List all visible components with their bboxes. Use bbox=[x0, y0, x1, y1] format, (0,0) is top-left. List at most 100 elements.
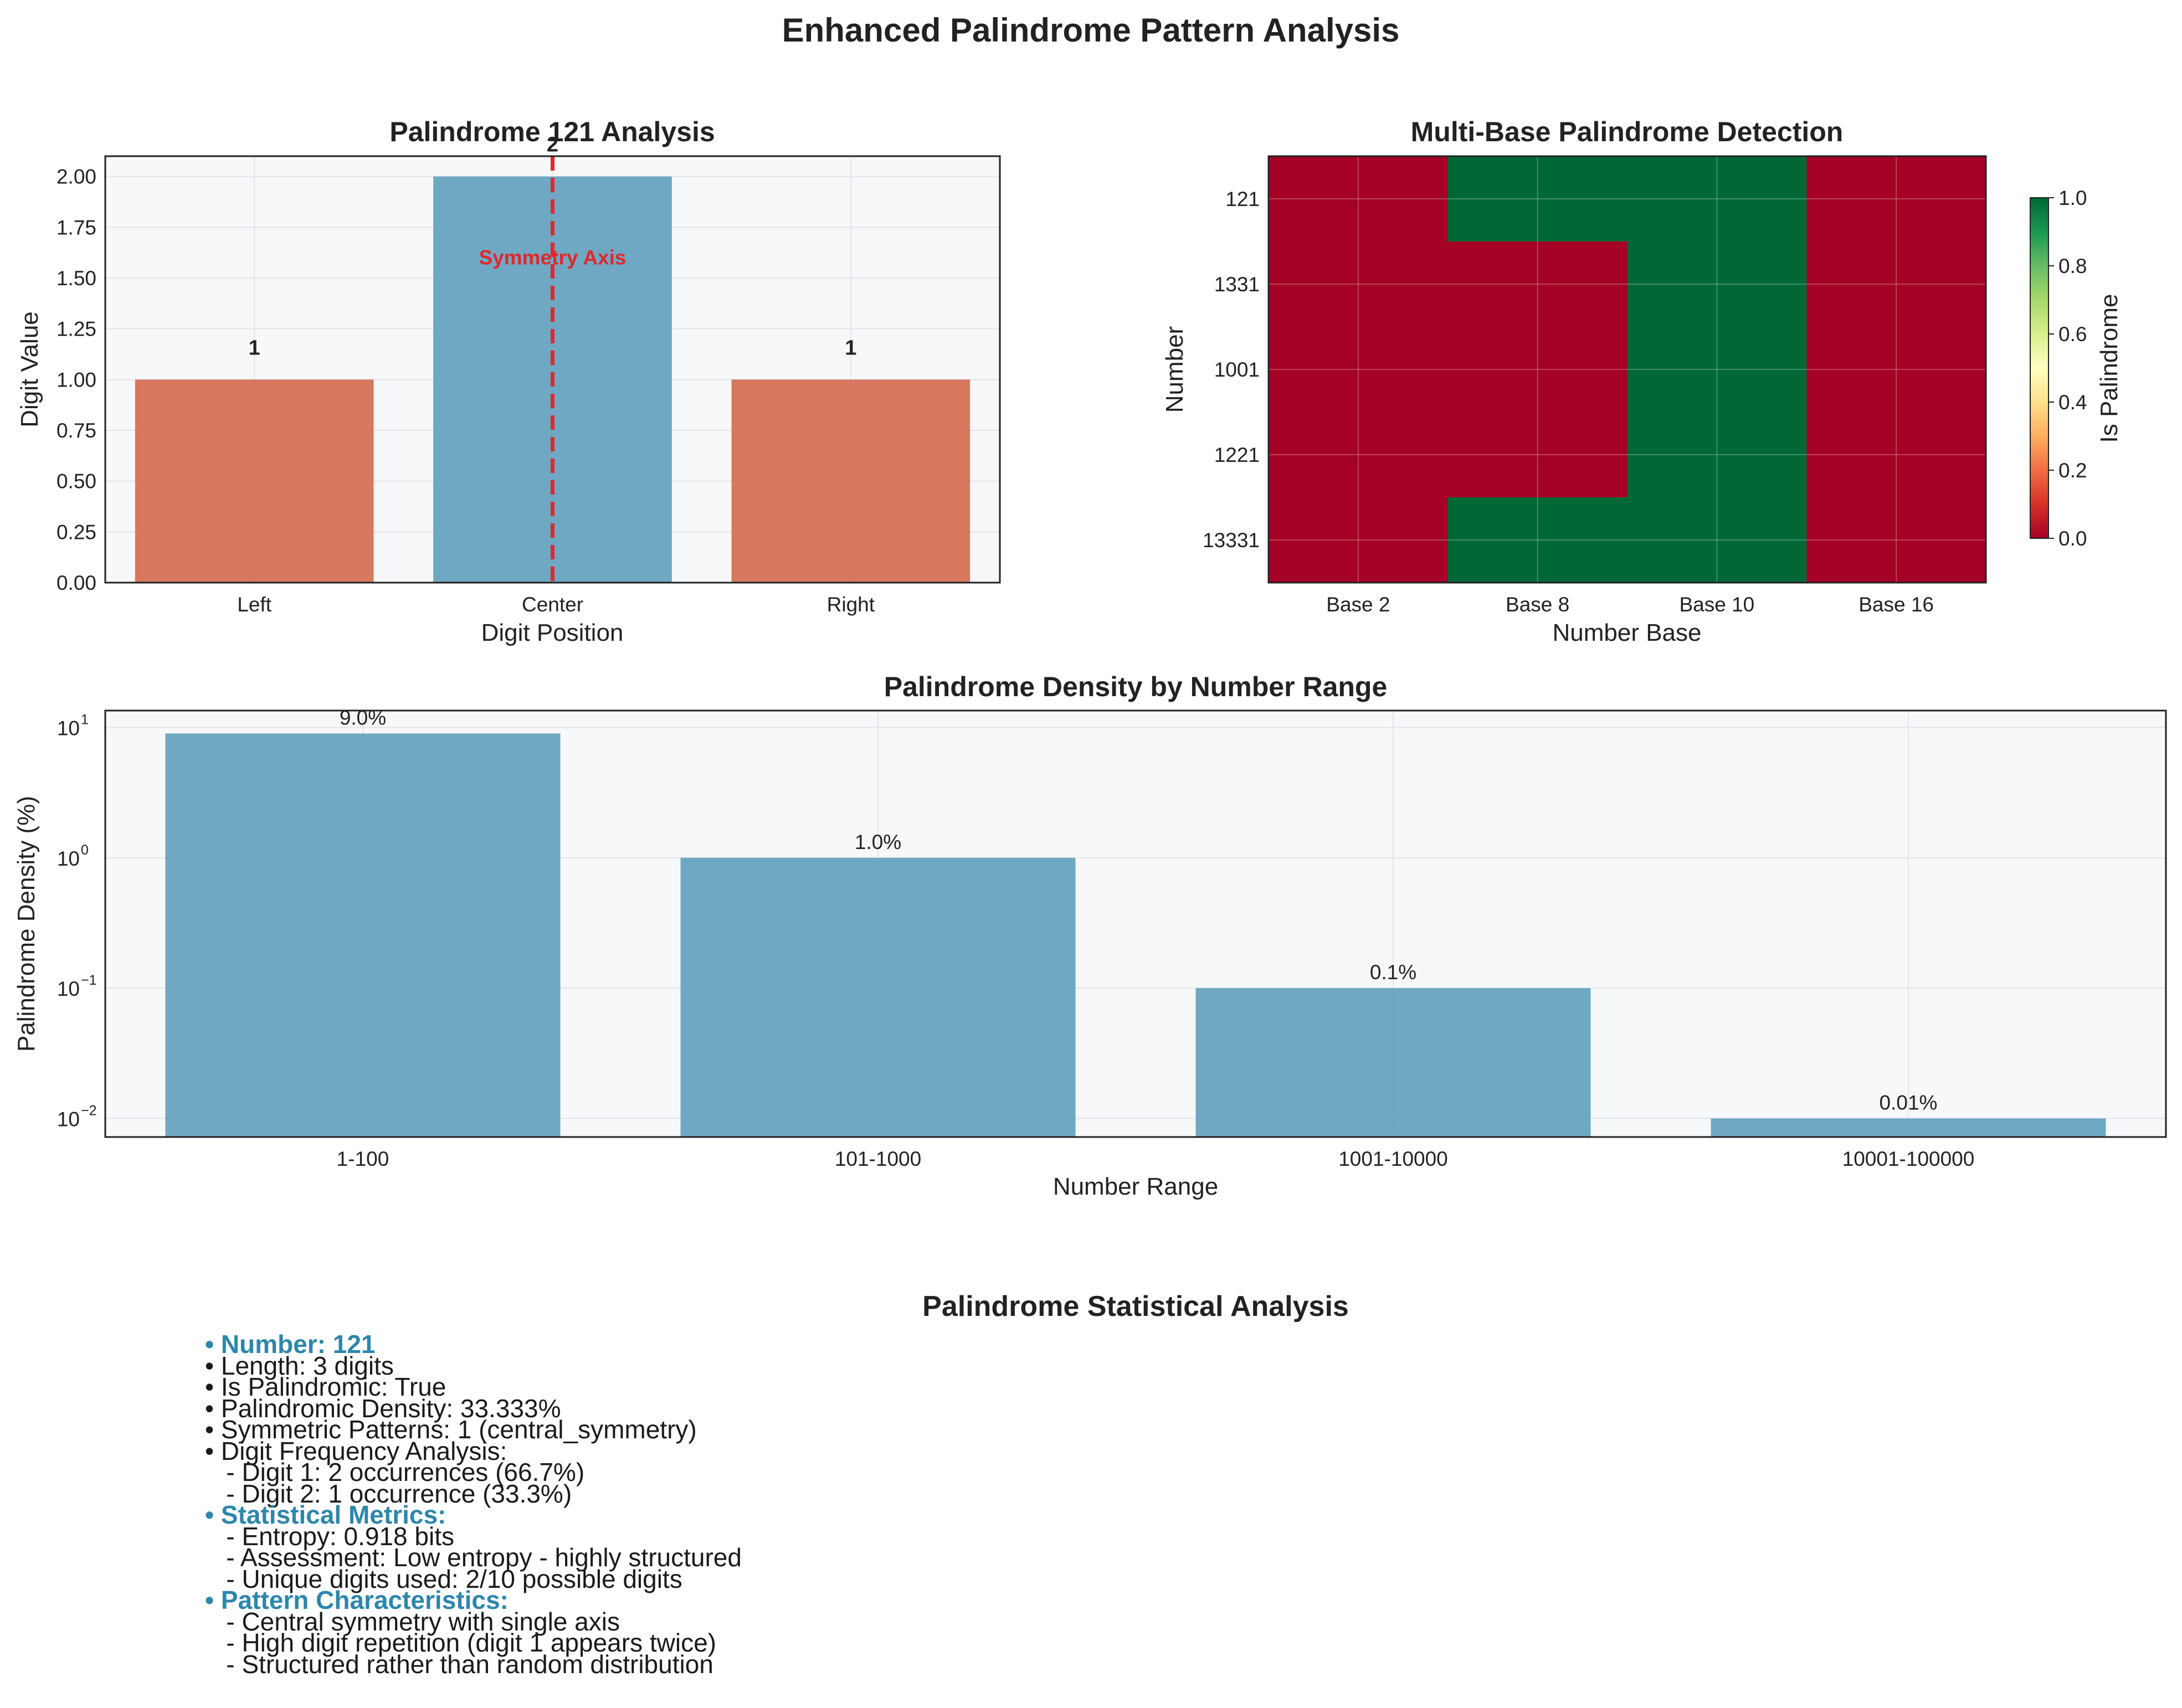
colorbar-tick-label: 0.4 bbox=[2058, 391, 2087, 414]
density-bar bbox=[1195, 988, 1591, 1137]
heatmap-cell bbox=[1806, 412, 1986, 498]
heatmap-x-label: Base 2 bbox=[1326, 593, 1390, 616]
stats-section-header: • Number: 121 bbox=[205, 1330, 376, 1359]
digit-chart-title: Palindrome 121 Analysis bbox=[389, 116, 715, 147]
x-tick-label: Right bbox=[827, 593, 875, 616]
heatmap-cell bbox=[1806, 241, 1986, 327]
log-tick-exponent: 1 bbox=[81, 712, 89, 728]
heatmap-cell bbox=[1447, 497, 1627, 583]
x-tick-label: Left bbox=[237, 593, 271, 616]
colorbar-tick-label: 0.2 bbox=[2058, 459, 2087, 482]
log-tick-exponent: −1 bbox=[81, 973, 97, 988]
heatmap-cell bbox=[1269, 241, 1449, 327]
colorbar-tick-label: 0.6 bbox=[2058, 323, 2087, 346]
heatmap-cell bbox=[1447, 412, 1627, 498]
heatmap-x-label: Base 10 bbox=[1679, 593, 1754, 616]
heatmap-title: Multi-Base Palindrome Detection bbox=[1411, 116, 1844, 147]
x-tick-label: Center bbox=[522, 593, 583, 616]
stats-line: - Central symmetry with single axis bbox=[205, 1607, 620, 1636]
stats-line: • Symmetric Patterns: 1 (central_symmetr… bbox=[205, 1415, 697, 1444]
log-tick-exponent: 0 bbox=[81, 842, 89, 858]
stats-line: - Assessment: Low entropy - highly struc… bbox=[205, 1543, 742, 1572]
density-chart-xlabel: Number Range bbox=[1053, 1173, 1218, 1200]
heatmap-cell bbox=[1627, 241, 1807, 327]
heatmap-xlabel: Number Base bbox=[1552, 619, 1701, 646]
y-tick-label: 0.25 bbox=[57, 521, 96, 543]
log-tick-label: 10 bbox=[57, 978, 80, 1000]
y-tick-label: 2.00 bbox=[57, 166, 96, 188]
heatmap-y-label: 1221 bbox=[1214, 444, 1260, 466]
colorbar-label: Is Palindrome bbox=[2096, 294, 2123, 443]
heatmap-cell bbox=[1269, 156, 1449, 242]
stats-panel: • Number: 121 • Length: 3 digits • Is Pali… bbox=[205, 1330, 1978, 1679]
y-tick-label: 1.25 bbox=[57, 318, 96, 341]
colorbar-tick-label: 1.0 bbox=[2058, 187, 2087, 209]
heatmap-frame bbox=[1267, 155, 1987, 584]
heatmap-cell bbox=[1627, 327, 1807, 413]
digit-value-label: 1 bbox=[249, 336, 260, 359]
range-tick-label: 1001-10000 bbox=[1338, 1148, 1448, 1170]
digit-value-label: 2 bbox=[547, 133, 558, 157]
density-chart-ylabel: Palindrome Density (%) bbox=[13, 796, 40, 1052]
digit-bar-chart: Symmetry Axis 1 2 1 0.00 0.25 0.50 0.75 1.00 1.… bbox=[16, 116, 1001, 646]
log-tick-label: 10 bbox=[57, 1108, 80, 1130]
log-tick-label: 10 bbox=[57, 847, 80, 870]
stats-line: - Digit 1: 2 occurrences (66.7%) bbox=[205, 1458, 585, 1486]
heatmap-y-label: 1331 bbox=[1214, 273, 1260, 296]
heatmap-y-label: 1001 bbox=[1214, 358, 1260, 381]
log-tick-exponent: −2 bbox=[81, 1103, 97, 1118]
density-chart-frame bbox=[104, 709, 2167, 1138]
digit-bar-right bbox=[731, 379, 971, 583]
multi-base-heatmap: 121 1331 1001 1221 13331 Base 2 Base 8 Base 10… bbox=[1161, 116, 2123, 646]
density-bar bbox=[680, 857, 1076, 1137]
heatmap-x-label: Base 8 bbox=[1506, 593, 1569, 616]
density-value-label: 0.1% bbox=[1370, 961, 1416, 984]
y-tick-label: 0.50 bbox=[57, 470, 96, 493]
heatmap-y-label: 13331 bbox=[1203, 529, 1260, 552]
heatmap-cell bbox=[1806, 156, 1986, 242]
heatmap-x-label: Base 16 bbox=[1858, 593, 1934, 616]
y-tick-label: 1.00 bbox=[57, 368, 96, 391]
heatmap-cell bbox=[1806, 327, 1986, 413]
y-tick-label: 1.75 bbox=[57, 216, 96, 239]
stats-line: - Unique digits used: 2/10 possible digi… bbox=[205, 1564, 682, 1593]
symmetry-axis-label: Symmetry Axis bbox=[479, 246, 627, 269]
stats-line: • Palindromic Density: 33.333% bbox=[205, 1393, 561, 1423]
stats-title: Palindrome Statistical Analysis bbox=[922, 1290, 1349, 1323]
colorbar-tick-label: 0.8 bbox=[2058, 255, 2087, 277]
y-tick-label: 0.75 bbox=[57, 419, 96, 442]
stats-line: • Is Palindromic: True bbox=[205, 1372, 446, 1401]
digit-chart-xlabel: Digit Position bbox=[481, 619, 624, 646]
range-tick-label: 10001-100000 bbox=[1842, 1148, 1975, 1170]
heatmap-cell bbox=[1447, 156, 1627, 242]
stats-line: - High digit repetition (digit 1 appears… bbox=[205, 1628, 716, 1657]
heatmap-cell bbox=[1269, 497, 1449, 583]
heatmap-cell bbox=[1627, 497, 1807, 583]
range-tick-label: 101-1000 bbox=[835, 1148, 921, 1170]
stats-line: - Structured rather than random distribu… bbox=[205, 1649, 713, 1679]
heatmap-cell bbox=[1269, 412, 1449, 498]
density-bar bbox=[1711, 1118, 2106, 1137]
heatmap-cell bbox=[1627, 412, 1807, 498]
digit-bar-left bbox=[135, 379, 374, 583]
stats-line: • Length: 3 digits bbox=[205, 1351, 394, 1380]
density-value-label: 0.01% bbox=[1880, 1091, 1938, 1114]
digit-value-label: 1 bbox=[845, 336, 856, 359]
density-chart-title: Palindrome Density by Number Range bbox=[884, 671, 1388, 702]
stats-line: • Digit Frequency Analysis: bbox=[205, 1436, 507, 1465]
colorbar-tick-label: 0.0 bbox=[2058, 527, 2087, 550]
stats-line: - Digit 2: 1 occurrence (33.3%) bbox=[205, 1479, 572, 1508]
stats-section-header: • Pattern Characteristics: bbox=[205, 1586, 509, 1614]
density-value-label: 1.0% bbox=[855, 831, 901, 853]
range-tick-label: 1-100 bbox=[337, 1148, 389, 1170]
figure-title: Enhanced Palindrome Pattern Analysis bbox=[782, 12, 1400, 49]
y-tick-label: 0.00 bbox=[57, 572, 96, 594]
heatmap-y-label: 121 bbox=[1225, 188, 1260, 210]
heatmap-cell bbox=[1447, 327, 1627, 413]
digit-chart-frame bbox=[104, 155, 1001, 584]
y-tick-label: 1.50 bbox=[57, 267, 96, 290]
heatmap-cell bbox=[1447, 241, 1627, 327]
heatmap-cell bbox=[1806, 497, 1986, 583]
